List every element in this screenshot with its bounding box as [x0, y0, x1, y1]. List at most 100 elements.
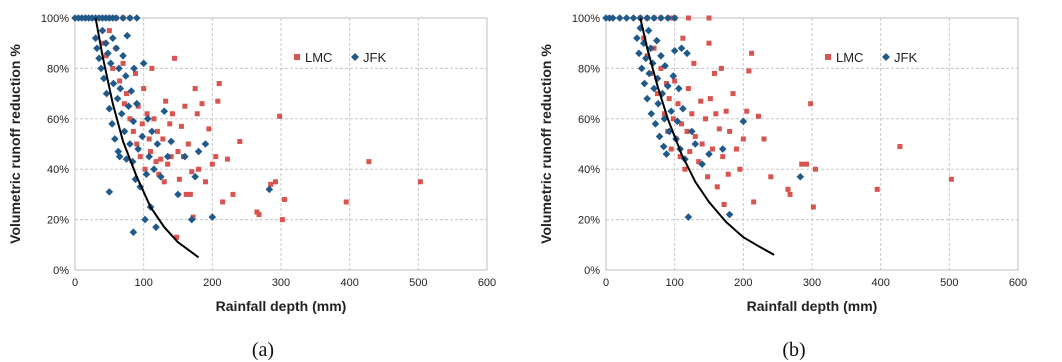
- jfk-point: [157, 172, 165, 181]
- jfk-point: [679, 104, 687, 113]
- jfk-point: [152, 223, 160, 231]
- jfk-point: [141, 215, 149, 224]
- x-tick-label: 500: [940, 277, 958, 289]
- lmc-point: [720, 154, 726, 160]
- lmc-point: [730, 91, 736, 97]
- x-tick-label: 0: [603, 277, 609, 289]
- jfk-point: [640, 79, 649, 88]
- jfk-point: [667, 107, 676, 116]
- lmc-point: [755, 113, 761, 119]
- jfk-point: [615, 14, 624, 22]
- lmc-point: [273, 179, 279, 185]
- jfk-point: [119, 52, 127, 60]
- lmc-point: [174, 234, 180, 240]
- lmc-point: [110, 65, 116, 71]
- legend-lmc-label: LMC: [836, 50, 863, 65]
- lmc-point: [716, 126, 722, 132]
- lmc-point: [182, 103, 188, 109]
- x-tick-label: 600: [1009, 277, 1027, 289]
- jfk-point: [128, 157, 137, 166]
- legend-jfk-marker: [882, 53, 890, 61]
- y-axis-title: Volumetric runoff reduction %: [7, 44, 23, 244]
- jfk-point: [643, 94, 651, 103]
- jfk-point: [91, 34, 100, 42]
- lmc-point: [142, 166, 148, 172]
- lmc-point: [787, 191, 793, 197]
- jfk-point: [133, 14, 141, 22]
- lmc-point: [366, 159, 372, 165]
- jfk-point: [115, 152, 124, 161]
- lmc-point: [256, 212, 262, 218]
- jfk-point: [104, 49, 112, 58]
- jfk-point: [698, 160, 706, 168]
- jfk-point: [657, 14, 665, 22]
- series-jfk: [71, 14, 274, 236]
- lmc-point: [134, 141, 140, 147]
- y-tick-label: 80%: [47, 63, 69, 75]
- jfk-point: [143, 115, 152, 123]
- jfk-point: [120, 127, 129, 136]
- jfk-point: [265, 185, 274, 194]
- jfk-point: [112, 14, 120, 22]
- lmc-point: [139, 121, 145, 127]
- y-tick-label: 0%: [53, 265, 69, 277]
- jfk-point: [122, 72, 130, 80]
- jfk-point: [119, 14, 127, 22]
- jfk-point: [691, 140, 700, 148]
- fitted-curve: [639, 17, 775, 256]
- lmc-point: [230, 191, 236, 197]
- lmc-point: [196, 166, 202, 172]
- lmc-point: [705, 174, 711, 180]
- lmc-point: [213, 154, 219, 160]
- jfk-point: [108, 34, 117, 42]
- lmc-point: [224, 156, 230, 162]
- lmc-point: [172, 55, 178, 61]
- x-tick-label: 400: [340, 277, 358, 289]
- lmc-point: [178, 123, 184, 129]
- legend-lmc-label: LMC: [305, 50, 332, 65]
- jfk-point: [650, 84, 658, 93]
- lmc-point: [215, 98, 221, 104]
- lmc-point: [151, 116, 157, 122]
- jfk-point: [126, 140, 134, 148]
- jfk-point: [670, 14, 679, 22]
- jfk-point: [648, 59, 657, 68]
- y-tick-label: 60%: [47, 114, 69, 126]
- lmc-point: [141, 86, 147, 92]
- jfk-point: [651, 120, 660, 128]
- lmc-point: [641, 35, 647, 41]
- lmc-point: [103, 53, 109, 59]
- x-tick-label: 400: [871, 277, 889, 289]
- lmc-point: [158, 156, 164, 162]
- jfk-point: [102, 39, 110, 47]
- lmc-point: [417, 179, 423, 185]
- jfk-point: [124, 102, 133, 110]
- lmc-point: [209, 161, 215, 167]
- jfk-point: [670, 46, 679, 55]
- lmc-point: [137, 154, 143, 160]
- jfk-point: [796, 172, 805, 181]
- lmc-point: [666, 96, 672, 102]
- jfk-point: [105, 104, 114, 113]
- lmc-point: [699, 141, 705, 147]
- jfk-point: [662, 150, 671, 158]
- lmc-point: [668, 146, 674, 152]
- lmc-point: [206, 126, 212, 132]
- x-tick-label: 600: [478, 277, 496, 289]
- y-tick-label: 100%: [572, 13, 600, 25]
- lmc-point: [644, 53, 650, 59]
- jfk-point: [100, 74, 108, 83]
- y-tick-label: 60%: [578, 114, 600, 126]
- jfk-point: [674, 84, 683, 93]
- jfk-point: [659, 142, 668, 151]
- legend-jfk-label: JFK: [894, 50, 917, 65]
- lmc-point: [706, 15, 712, 21]
- lmc-point: [277, 113, 283, 119]
- y-tick-label: 20%: [47, 215, 69, 227]
- jfk-point: [650, 14, 658, 22]
- lmc-point: [190, 214, 196, 220]
- lmc-point: [163, 98, 169, 104]
- legend: LMC JFK: [825, 50, 917, 65]
- lmc-point: [187, 191, 193, 197]
- lmc-point: [687, 149, 693, 155]
